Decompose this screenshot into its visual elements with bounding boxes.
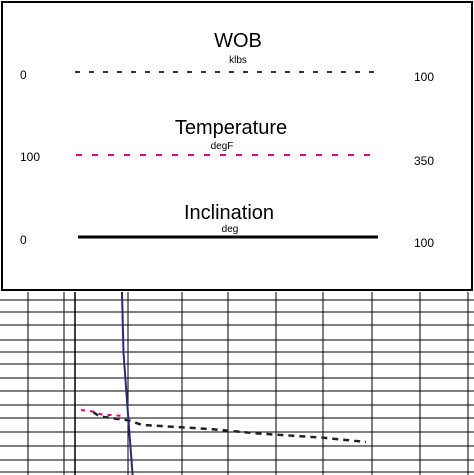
curve-wob bbox=[92, 410, 367, 444]
track-min-inclination: 0 bbox=[20, 233, 27, 247]
header-frame bbox=[1, 1, 473, 291]
curve-inclination bbox=[121, 291, 134, 475]
track-min-temperature: 100 bbox=[20, 150, 40, 164]
track-unit-inclination: deg bbox=[222, 224, 239, 235]
track-title-temperature: Temperature bbox=[175, 117, 287, 139]
track-max-temperature: 350 bbox=[414, 154, 434, 168]
track-max-inclination: 100 bbox=[414, 236, 434, 250]
track-min-wob: 0 bbox=[20, 68, 27, 82]
track-unit-wob: klbs bbox=[229, 55, 247, 66]
plot-grid bbox=[0, 292, 474, 475]
track-title-wob: WOB bbox=[214, 30, 262, 52]
track-title-inclination: Inclination bbox=[184, 202, 274, 224]
track-unit-temperature: degF bbox=[211, 141, 234, 152]
curve-temperature bbox=[80, 409, 124, 417]
track-max-wob: 100 bbox=[414, 70, 434, 84]
plot-curves bbox=[80, 291, 367, 475]
